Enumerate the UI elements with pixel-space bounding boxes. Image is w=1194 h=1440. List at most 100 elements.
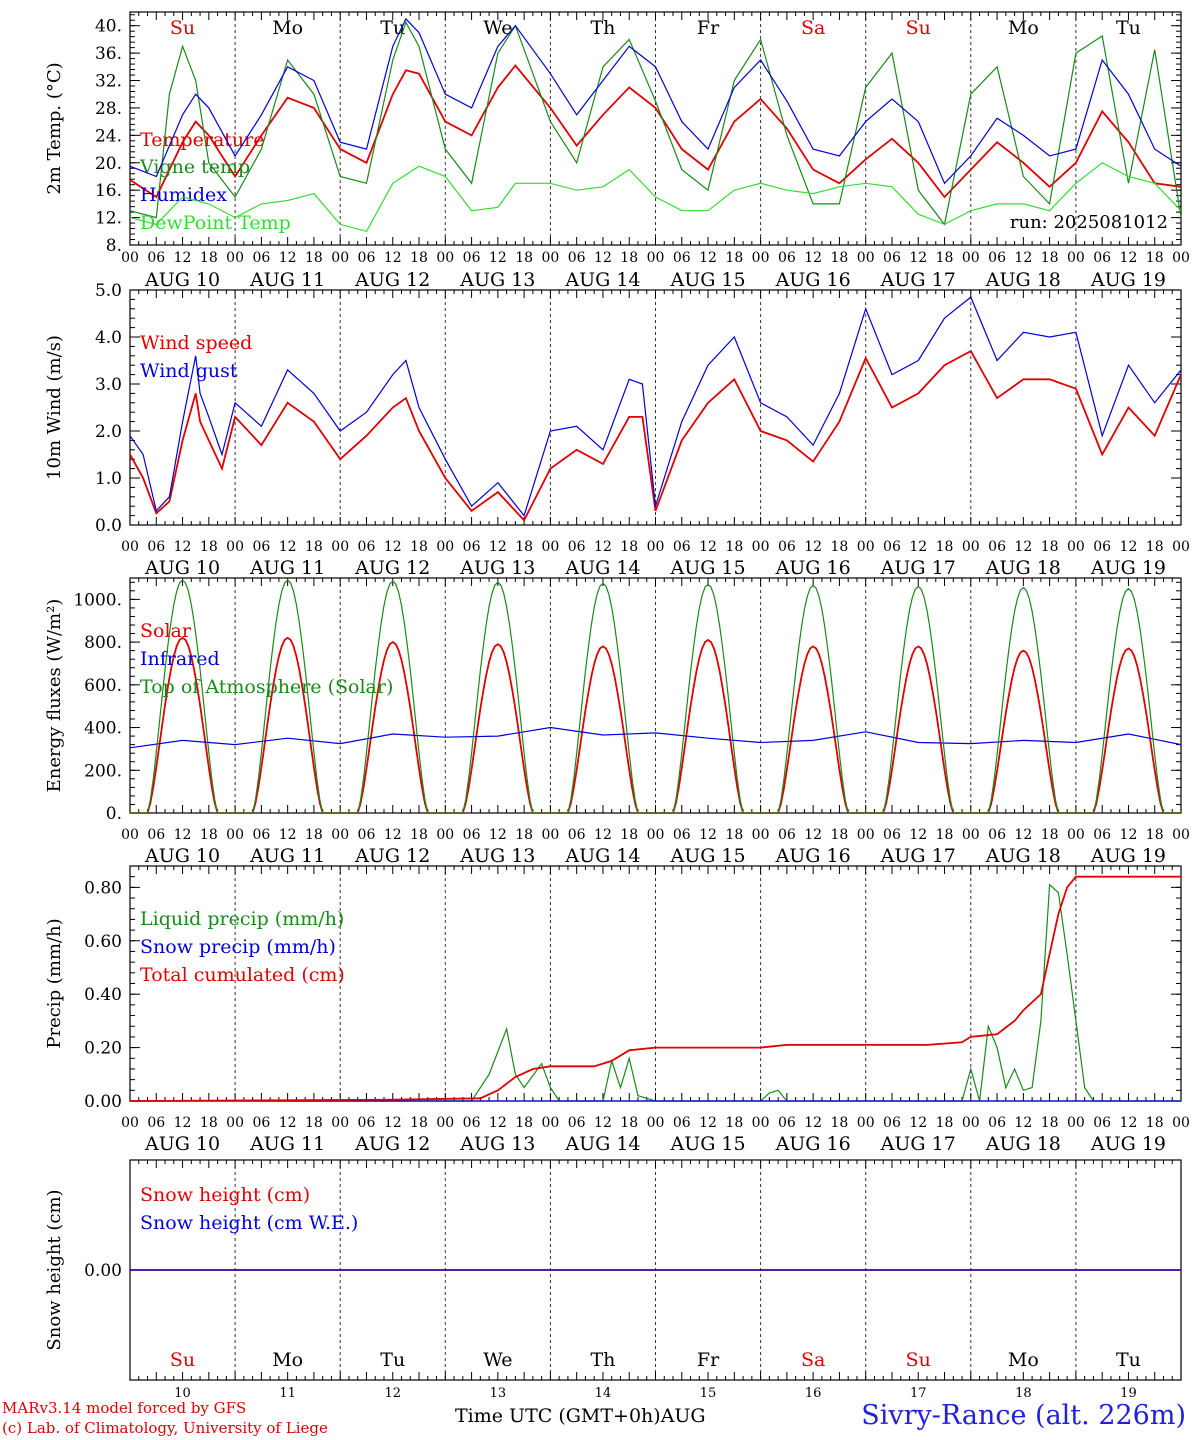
- hour-tick-label: 12: [1014, 250, 1032, 266]
- legend-entry: Snow precip (mm/h): [140, 936, 336, 958]
- date-label: AUG 10: [144, 1133, 220, 1155]
- hour-tick-label: 06: [568, 1115, 586, 1131]
- day-name-label: We: [483, 1349, 512, 1371]
- hour-tick-label: 12: [279, 539, 297, 555]
- hour-tick-label: 18: [725, 827, 743, 843]
- hour-tick-label: 18: [831, 1115, 849, 1131]
- day-name-label: Fr: [697, 17, 720, 39]
- date-label: AUG 14: [564, 845, 640, 867]
- y-tick-label: 0.: [106, 804, 122, 824]
- y-tick-label: 0.00: [84, 1261, 122, 1281]
- hour-tick-label: 18: [200, 827, 218, 843]
- hour-tick-label: 06: [1093, 250, 1111, 266]
- y-tick-label: 1.0: [95, 469, 122, 489]
- hour-tick-label: 00: [121, 539, 139, 555]
- y-tick-label: 5.0: [95, 281, 122, 301]
- y-tick-label: 400.: [84, 719, 122, 739]
- hour-tick-label: 18: [1146, 539, 1164, 555]
- y-tick-label: 4.0: [95, 328, 122, 348]
- hour-tick-label: 00: [121, 827, 139, 843]
- date-label: AUG 16: [775, 845, 851, 867]
- date-label: AUG 18: [985, 845, 1061, 867]
- hour-tick-label: 12: [909, 1115, 927, 1131]
- hour-tick-label: 18: [200, 1115, 218, 1131]
- hour-tick-label: 00: [647, 827, 665, 843]
- hour-tick-label: 06: [1093, 539, 1111, 555]
- hour-tick-label: 06: [778, 1115, 796, 1131]
- y-tick-label: 0.60: [84, 932, 122, 952]
- hour-tick-label: 18: [200, 539, 218, 555]
- date-label: AUG 13: [459, 557, 535, 579]
- hour-tick-label: 00: [436, 1115, 454, 1131]
- hour-tick-label: 12: [1014, 539, 1032, 555]
- date-label: AUG 12: [354, 845, 430, 867]
- hour-tick-label: 06: [778, 250, 796, 266]
- hour-tick-label: 06: [1093, 827, 1111, 843]
- day-name-label: Sa: [801, 17, 825, 39]
- hour-tick-label: 06: [883, 250, 901, 266]
- y-tick-label: 12.: [95, 209, 122, 229]
- date-label: AUG 16: [775, 557, 851, 579]
- hour-tick-label: 00: [1172, 539, 1190, 555]
- date-label: AUG 17: [880, 269, 956, 291]
- hour-tick-label: 18: [305, 1115, 323, 1131]
- day-name-label: Mo: [272, 1349, 303, 1371]
- hour-tick-label: 00: [962, 1115, 980, 1131]
- date-label: AUG 19: [1090, 1133, 1166, 1155]
- legend-entry: Top of Atmosphere (Solar): [140, 676, 393, 698]
- hour-tick-label: 12: [489, 250, 507, 266]
- y-axis-label: Precip (mm/h): [44, 918, 65, 1048]
- series-line-humidex: [129, 17, 1182, 185]
- y-tick-label: 24.: [95, 126, 122, 146]
- hour-tick-label: 06: [147, 250, 165, 266]
- hour-tick-label: 18: [936, 1115, 954, 1131]
- hour-tick-label: 18: [410, 827, 428, 843]
- date-label: AUG 19: [1090, 845, 1166, 867]
- day-name-label: Sa: [801, 1349, 825, 1371]
- day-number-label: 12: [384, 1386, 401, 1401]
- hour-tick-label: 18: [1041, 539, 1059, 555]
- day-name-label: Mo: [272, 17, 303, 39]
- date-label: AUG 13: [459, 845, 535, 867]
- series-line-top-of-atmosphere-solar-: [130, 579, 1181, 814]
- hour-tick-label: 00: [1067, 250, 1085, 266]
- legend-entry: Snow height (cm W.E.): [140, 1212, 358, 1234]
- hour-tick-label: 00: [331, 827, 349, 843]
- day-number-label: 11: [279, 1386, 296, 1401]
- model-credit-line1: MARv3.14 model forced by GFS: [2, 1399, 247, 1417]
- hour-tick-label: 18: [515, 539, 533, 555]
- y-tick-label: 0.00: [84, 1092, 122, 1112]
- hour-tick-label: 12: [1120, 1115, 1138, 1131]
- date-label: AUG 11: [249, 557, 325, 579]
- hour-tick-label: 06: [1093, 1115, 1111, 1131]
- day-number-label: 15: [700, 1386, 717, 1401]
- hour-tick-label: 12: [174, 250, 192, 266]
- date-label: AUG 15: [669, 1133, 745, 1155]
- hour-tick-label: 06: [673, 827, 691, 843]
- date-label: AUG 16: [775, 1133, 851, 1155]
- hour-tick-label: 12: [1120, 539, 1138, 555]
- legend-entry: Solar: [140, 620, 192, 642]
- hour-tick-label: 12: [804, 827, 822, 843]
- date-label: AUG 15: [669, 557, 745, 579]
- hour-tick-label: 00: [962, 250, 980, 266]
- day-name-label: Su: [170, 1349, 195, 1371]
- series-line-vigne-temp: [129, 20, 1182, 226]
- hour-tick-label: 00: [857, 539, 875, 555]
- date-label: AUG 10: [144, 557, 220, 579]
- date-label: AUG 17: [880, 845, 956, 867]
- date-label: AUG 11: [249, 269, 325, 291]
- hour-tick-label: 12: [1014, 827, 1032, 843]
- hour-tick-label: 06: [568, 250, 586, 266]
- hour-tick-label: 18: [305, 250, 323, 266]
- date-label: AUG 18: [985, 1133, 1061, 1155]
- series-line-dewpoint-temp: [129, 162, 1182, 232]
- hour-tick-label: 00: [857, 1115, 875, 1131]
- hour-tick-label: 06: [988, 250, 1006, 266]
- hour-tick-label: 12: [699, 250, 717, 266]
- hour-tick-label: 12: [384, 1115, 402, 1131]
- y-tick-label: 0.20: [84, 1039, 122, 1059]
- hour-tick-label: 12: [804, 250, 822, 266]
- hour-tick-label: 06: [463, 1115, 481, 1131]
